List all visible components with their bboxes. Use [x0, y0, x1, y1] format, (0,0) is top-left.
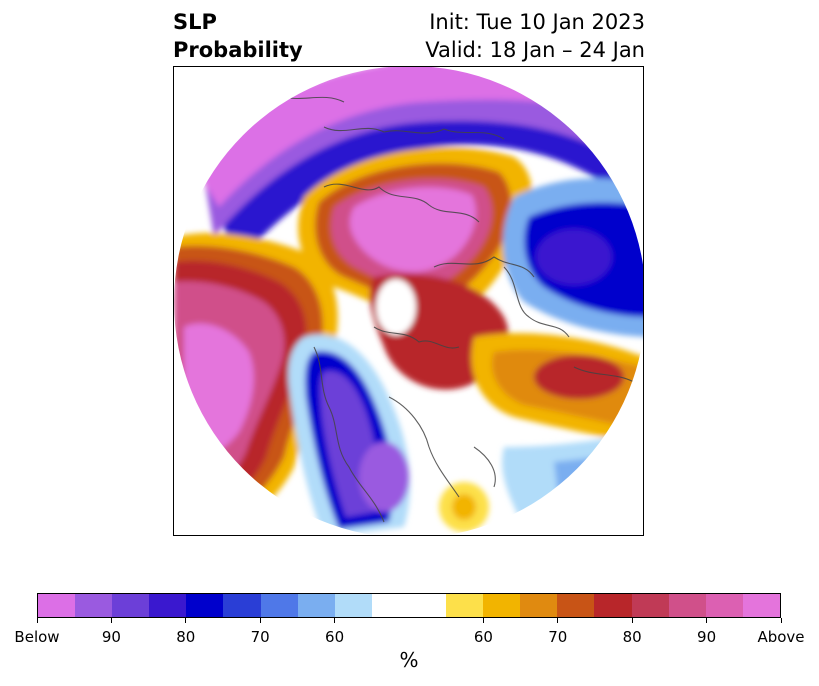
colorbar-segment — [668, 594, 706, 617]
colorbar-tick — [631, 618, 633, 623]
valid-range: Valid: 18 Jan – 24 Jan — [425, 38, 645, 62]
colorbar-tick — [557, 618, 559, 623]
colorbar-tick-label: Above — [757, 628, 805, 646]
colorbar-segment — [594, 594, 632, 617]
colorbar-segment — [483, 594, 521, 617]
colorbar-tick-label: 90 — [697, 628, 717, 646]
colorbar-tick — [334, 618, 336, 623]
colorbar-segment — [742, 594, 780, 617]
title-left: SLP Probability — [173, 8, 303, 64]
colorbar-segment — [705, 594, 743, 617]
variable-title: SLP — [173, 10, 217, 34]
colorbar-segment — [557, 594, 595, 617]
colorbar-segment — [371, 594, 409, 617]
colorbar-segment — [75, 594, 113, 617]
colorbar-tick — [259, 618, 261, 623]
colorbar-tick-label: 80 — [622, 628, 642, 646]
colorbar-unit: % — [399, 648, 419, 672]
title-right: Init: Tue 10 Jan 2023 Valid: 18 Jan – 24… — [425, 8, 645, 64]
colorbar-tick — [185, 618, 187, 623]
colorbar-segment — [631, 594, 669, 617]
variable-subtitle: Probability — [173, 38, 303, 62]
colorbar-tick-label: 70 — [250, 628, 270, 646]
init-date: Init: Tue 10 Jan 2023 — [429, 10, 645, 34]
colorbar-segment — [186, 594, 224, 617]
colorbar-tick — [36, 618, 38, 623]
colorbar-segment — [334, 594, 372, 617]
colorbar — [37, 593, 781, 618]
colorbar-segment — [446, 594, 484, 617]
coastlines — [283, 96, 635, 523]
colorbar-segment — [260, 594, 298, 617]
probability-map — [174, 67, 643, 535]
colorbar-tick — [482, 618, 484, 623]
colorbar-tick-label: 90 — [101, 628, 121, 646]
colorbar-tick — [110, 618, 112, 623]
neutral-core — [376, 279, 416, 335]
colorbar-tick — [706, 618, 708, 623]
colorbar-tick-label: Below — [14, 628, 60, 646]
colorbar-segment — [223, 594, 261, 617]
colorbar-segment — [520, 594, 558, 617]
colorbar-tick-label: 60 — [473, 628, 493, 646]
colorbar-tick-label: 80 — [176, 628, 196, 646]
map-panel — [173, 66, 644, 536]
colorbar-segment — [297, 594, 335, 617]
colorbar-segment — [408, 594, 447, 617]
colorbar-segment — [112, 594, 150, 617]
colorbar-tick-label: 60 — [325, 628, 345, 646]
colorbar-tick — [780, 618, 782, 623]
colorbar-segment — [149, 594, 187, 617]
colorbar-tick-label: 70 — [548, 628, 568, 646]
colorbar-segment — [38, 594, 76, 617]
